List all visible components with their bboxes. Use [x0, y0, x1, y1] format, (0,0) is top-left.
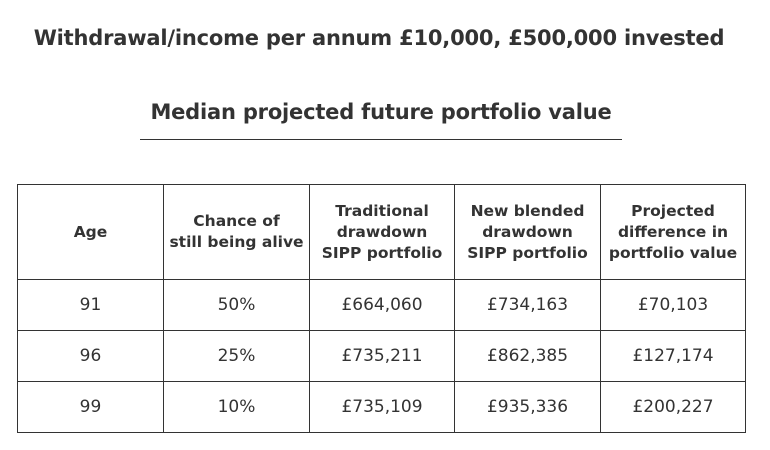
column-header-projected-difference: Projected difference in portfolio value — [600, 184, 746, 280]
cell-difference: £200,227 — [600, 381, 746, 433]
column-header-blended-portfolio: New blended drawdown SIPP portfolio — [454, 184, 601, 280]
column-header-traditional-portfolio: Traditional drawdown SIPP portfolio — [309, 184, 455, 280]
cell-difference: £127,174 — [600, 330, 746, 382]
portfolio-table: Age Chance of still being alive Traditio… — [17, 184, 746, 433]
column-header-chance-alive: Chance of still being alive — [163, 184, 310, 280]
page-title: Withdrawal/income per annum £10,000, £50… — [33, 26, 725, 50]
cell-age: 91 — [17, 279, 164, 331]
cell-traditional-value: £735,211 — [309, 330, 455, 382]
cell-chance-alive: 10% — [163, 381, 310, 433]
cell-blended-value: £734,163 — [454, 279, 601, 331]
cell-difference: £70,103 — [600, 279, 746, 331]
table-row: 91 50% £664,060 £734,163 £70,103 — [17, 279, 746, 331]
cell-chance-alive: 25% — [163, 330, 310, 382]
title-underline — [140, 139, 622, 140]
table-title: Median projected future portfolio value — [150, 100, 612, 124]
column-header-age: Age — [17, 184, 164, 280]
cell-chance-alive: 50% — [163, 279, 310, 331]
cell-age: 99 — [17, 381, 164, 433]
cell-blended-value: £862,385 — [454, 330, 601, 382]
cell-age: 96 — [17, 330, 164, 382]
cell-blended-value: £935,336 — [454, 381, 601, 433]
table-header-row: Age Chance of still being alive Traditio… — [17, 184, 746, 280]
cell-traditional-value: £664,060 — [309, 279, 455, 331]
table-row: 96 25% £735,211 £862,385 £127,174 — [17, 330, 746, 382]
cell-traditional-value: £735,109 — [309, 381, 455, 433]
table-row: 99 10% £735,109 £935,336 £200,227 — [17, 381, 746, 433]
